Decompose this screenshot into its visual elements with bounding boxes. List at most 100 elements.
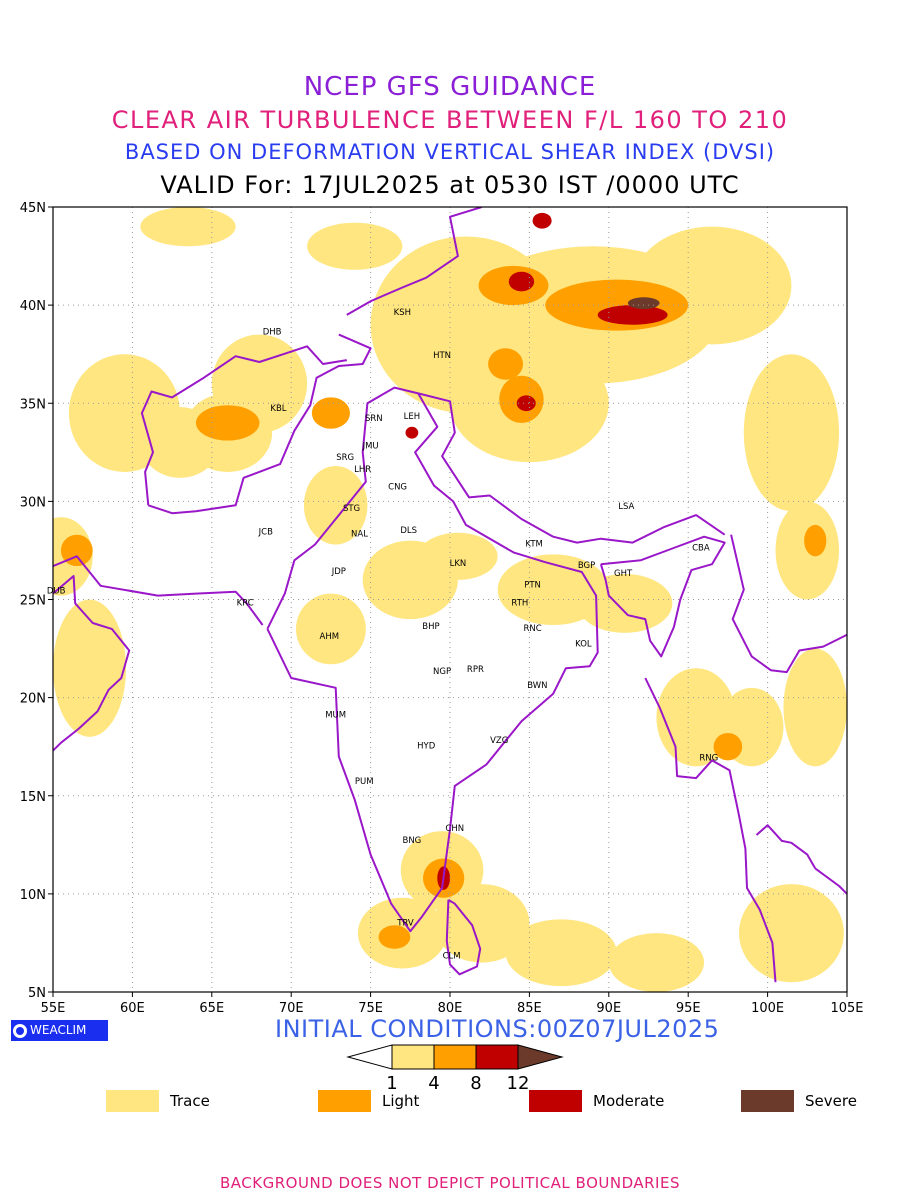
boundary-sri-lanka bbox=[445, 898, 482, 976]
badge-label: WEACLIM bbox=[30, 1023, 87, 1037]
turbulence-area-light bbox=[311, 397, 350, 429]
tick-label-lat: 20N bbox=[20, 692, 46, 707]
station-label: LKN bbox=[450, 559, 467, 569]
station-label: KSH bbox=[394, 308, 411, 318]
turbulence-areas bbox=[53, 207, 847, 992]
boundary-northeast-india bbox=[599, 535, 726, 658]
boundary-iran-afghan-border bbox=[140, 345, 347, 506]
tick-label-lon: 55E bbox=[41, 1001, 66, 1016]
tick-label-lon: 70E bbox=[279, 1001, 304, 1016]
turbulence-area-moderate bbox=[516, 395, 536, 412]
station-label: JDP bbox=[331, 567, 346, 577]
map-gridlines bbox=[53, 207, 847, 992]
station-label: HTN bbox=[433, 351, 451, 361]
turbulence-area-trace bbox=[743, 354, 840, 512]
title-valid-time: VALID For: 17JUL2025 at 0530 IST /0000 U… bbox=[160, 171, 740, 199]
station-label: CBA bbox=[692, 543, 710, 553]
turbulence-area-severe bbox=[627, 297, 660, 310]
boundary-thailand-gulf bbox=[755, 824, 817, 869]
station-label: GHT bbox=[614, 569, 633, 579]
legend-swatch-moderate bbox=[529, 1090, 582, 1112]
station-label: VZG bbox=[490, 736, 508, 746]
tick-label-lat: 5N bbox=[28, 986, 46, 1001]
boundary-india-outline bbox=[266, 386, 599, 933]
turbulence-area-light bbox=[713, 732, 743, 761]
station-label: STG bbox=[343, 504, 360, 514]
boundary-iran-coast bbox=[53, 555, 264, 626]
station-label: RPR bbox=[467, 665, 484, 675]
station-label: AHM bbox=[320, 632, 340, 642]
initial-conditions: INITIAL CONDITIONS:00Z07JUL2025 bbox=[275, 1015, 720, 1043]
station-label: HYD bbox=[417, 742, 436, 752]
coastline-boundaries bbox=[53, 207, 847, 983]
turbulence-area-trace bbox=[418, 532, 498, 580]
turbulence-area-trace bbox=[140, 207, 236, 247]
station-label: BWN bbox=[527, 681, 547, 691]
tick-label-lon: 105E bbox=[830, 1001, 863, 1016]
boundary-indochina-coast bbox=[814, 867, 847, 895]
turbulence-area-trace bbox=[307, 222, 403, 270]
tick-label-lon: 60E bbox=[120, 1001, 145, 1016]
boundary-arabian-coast bbox=[53, 575, 131, 752]
turbulence-area-light bbox=[378, 925, 411, 949]
turbulence-area-moderate bbox=[508, 271, 535, 292]
turbulence-area-moderate bbox=[405, 426, 419, 439]
turbulence-area-moderate bbox=[532, 212, 552, 229]
tick-label-lon: 90E bbox=[596, 1001, 621, 1016]
tick-label-lon: 95E bbox=[676, 1001, 701, 1016]
station-label: TRV bbox=[396, 918, 414, 928]
station-label: DHB bbox=[263, 328, 282, 338]
turbulence-area-trace bbox=[783, 648, 847, 767]
station-label: SRN bbox=[365, 414, 383, 424]
legend-label-trace: Trace bbox=[170, 1092, 210, 1110]
turbulence-area-trace bbox=[577, 573, 673, 633]
tick-label-lat: 10N bbox=[20, 888, 46, 903]
station-label: BGP bbox=[578, 561, 595, 571]
station-label: LEH bbox=[404, 412, 421, 422]
turbulence-area-trace bbox=[303, 466, 368, 545]
weaclim-logo-icon bbox=[13, 1023, 27, 1038]
station-label: RNC bbox=[523, 624, 541, 634]
tick-label-lat: 35N bbox=[20, 397, 46, 412]
tick-label-lat: 25N bbox=[20, 594, 46, 609]
legend-item-severe: Severe bbox=[741, 1090, 857, 1112]
title-product: CLEAR AIR TURBULENCE BETWEEN F/L 160 TO … bbox=[111, 106, 789, 134]
weaclim-badge: WEACLIM bbox=[11, 1020, 108, 1041]
station-label: MUM bbox=[325, 710, 346, 720]
station-label: NAL bbox=[351, 530, 368, 540]
station-label: DLS bbox=[400, 526, 417, 536]
boundary-tibet-border bbox=[417, 392, 726, 544]
station-label: RNG bbox=[699, 753, 718, 763]
legend-item-moderate: Moderate bbox=[529, 1090, 664, 1112]
turbulence-area-moderate bbox=[597, 305, 668, 325]
tick-label-lon: 85E bbox=[517, 1001, 542, 1016]
station-label: BHP bbox=[422, 622, 439, 632]
tick-label-lon: 80E bbox=[438, 1001, 463, 1016]
legend-label-moderate: Moderate bbox=[593, 1092, 665, 1110]
station-label: JCB bbox=[258, 528, 273, 538]
station-label: CHN bbox=[445, 824, 464, 834]
tick-label-lon: 75E bbox=[358, 1001, 383, 1016]
turbulence-area-trace bbox=[739, 884, 844, 983]
station-label: NGP bbox=[433, 667, 451, 677]
station-label: RTH bbox=[511, 598, 528, 608]
station-label: KTM bbox=[525, 540, 542, 550]
title-guidance: NCEP GFS GUIDANCE bbox=[303, 72, 597, 102]
legend-swatch-light bbox=[318, 1090, 371, 1112]
turbulence-area-light bbox=[60, 534, 93, 567]
tick-label-lat: 30N bbox=[20, 495, 46, 510]
legend-item-trace: Trace bbox=[106, 1090, 210, 1112]
boundary-china-border bbox=[346, 207, 483, 316]
station-label: CNG bbox=[388, 483, 407, 493]
station-label: DUB bbox=[47, 587, 66, 597]
title-index: BASED ON DEFORMATION VERTICAL SHEAR INDE… bbox=[124, 140, 776, 164]
station-label: BNG bbox=[402, 836, 421, 846]
turbulence-area-light bbox=[195, 405, 260, 441]
legend-label-severe: Severe bbox=[805, 1092, 857, 1110]
boundary-myanmar-coast bbox=[644, 677, 777, 983]
tick-label-lat: 45N bbox=[20, 201, 46, 216]
legend-label-light: Light bbox=[382, 1092, 420, 1110]
tick-label-lon: 100E bbox=[751, 1001, 784, 1016]
